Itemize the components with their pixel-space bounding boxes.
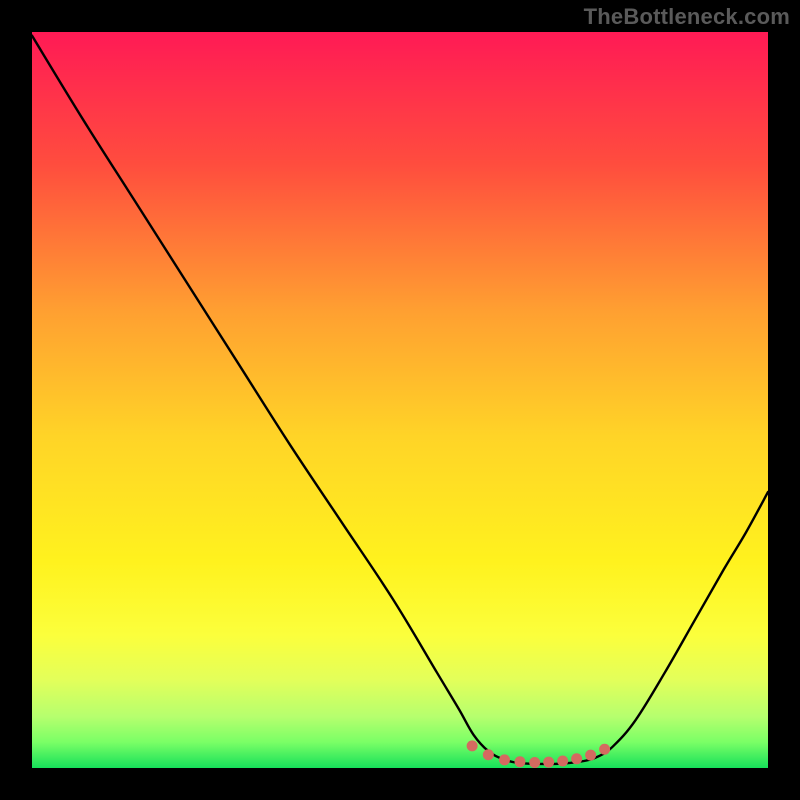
optimal-marker	[585, 750, 596, 761]
optimal-marker	[483, 749, 494, 760]
optimal-marker	[514, 756, 525, 767]
plot-area	[32, 32, 768, 768]
optimal-marker	[599, 744, 610, 755]
curve-layer	[32, 32, 768, 768]
watermark-text: TheBottleneck.com	[584, 4, 790, 30]
optimal-marker	[499, 754, 510, 765]
optimal-marker	[467, 740, 478, 751]
optimal-range-markers	[467, 740, 610, 768]
bottleneck-curve	[32, 36, 768, 764]
chart-canvas: TheBottleneck.com	[0, 0, 800, 800]
optimal-marker	[529, 757, 540, 768]
optimal-marker	[571, 753, 582, 764]
optimal-marker	[557, 756, 568, 767]
optimal-marker	[543, 757, 554, 768]
